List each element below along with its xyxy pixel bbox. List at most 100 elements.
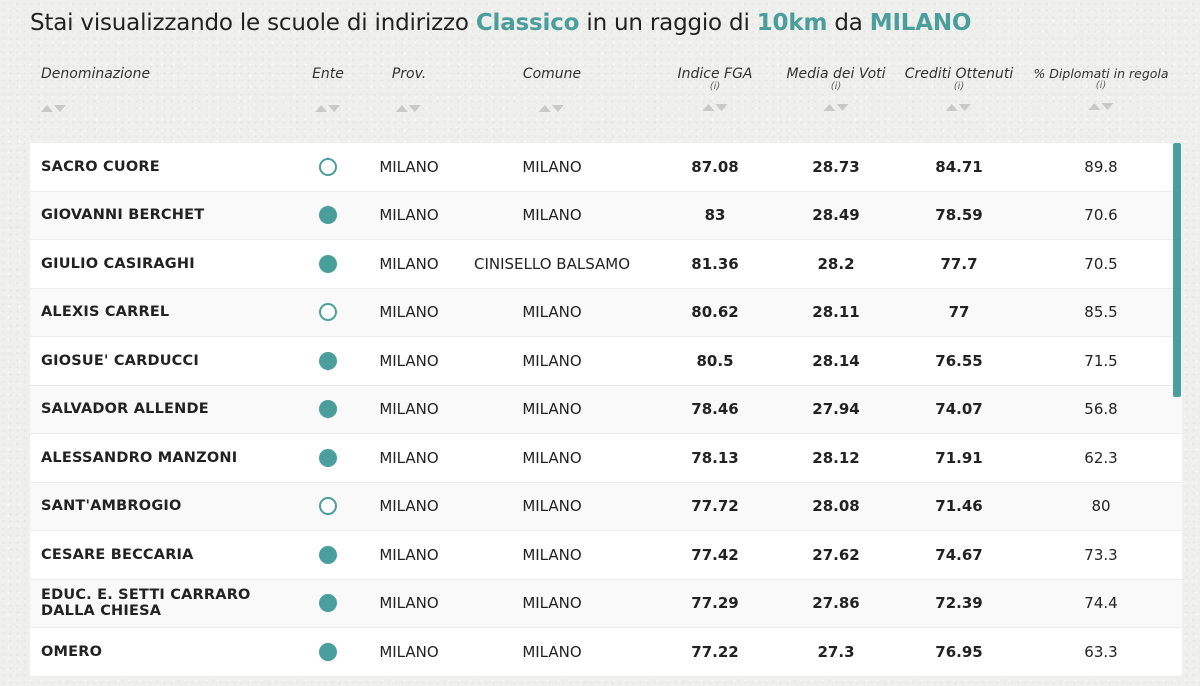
- indice-cell: 78.13: [691, 448, 739, 467]
- sort-up-icon[interactable]: [702, 104, 714, 111]
- col-ente-label: Ente: [312, 66, 344, 82]
- media-cell: 28.11: [812, 303, 860, 322]
- school-name[interactable]: GIOSUE' CARDUCCI: [41, 352, 199, 369]
- diplomati-cell: 70.5: [1084, 254, 1118, 273]
- table-row[interactable]: GIOVANNI BERCHET MILANO MILANO 83 28.49 78.59…: [30, 191, 1182, 240]
- school-name[interactable]: ALESSANDRO MANZONI: [41, 449, 238, 466]
- sort-denominazione[interactable]: [41, 100, 150, 112]
- media-cell: 28.14: [812, 351, 860, 370]
- col-prov[interactable]: Prov.: [392, 66, 426, 112]
- ente-filled-icon: [319, 594, 337, 613]
- sort-diplomati[interactable]: [1033, 98, 1168, 110]
- sort-up-icon[interactable]: [1087, 103, 1100, 110]
- col-comune[interactable]: Comune: [523, 66, 581, 112]
- scrollbar[interactable]: [1173, 143, 1181, 397]
- comune-cell: MILANO: [522, 594, 582, 613]
- diplomati-cell: 63.3: [1084, 642, 1118, 661]
- sort-ente[interactable]: [312, 100, 344, 112]
- diplomati-cell: 62.3: [1084, 448, 1118, 467]
- col-crediti[interactable]: Crediti Ottenuti (i): [904, 66, 1014, 111]
- school-name[interactable]: GIULIO CASIRAGHI: [41, 255, 195, 272]
- table-row[interactable]: SANT'AMBROGIO MILANO MILANO 77.72 28.08 71.46…: [30, 482, 1182, 531]
- sort-crediti[interactable]: [905, 99, 1014, 111]
- sort-indice[interactable]: [677, 99, 752, 111]
- comune-cell: MILANO: [522, 157, 582, 176]
- ente-cell: [319, 289, 337, 337]
- col-media[interactable]: Media dei Voti (i): [786, 66, 886, 111]
- table-row[interactable]: SACRO CUORE MILANO MILANO 87.08 28.73 84.71 89…: [30, 143, 1182, 192]
- sort-down-icon[interactable]: [835, 104, 848, 111]
- sort-down-icon[interactable]: [327, 105, 340, 112]
- ente-cell: [319, 337, 337, 385]
- col-ente[interactable]: Ente: [312, 66, 344, 112]
- sort-up-icon[interactable]: [539, 105, 551, 112]
- indice-cell: 77.29: [691, 594, 739, 613]
- sort-down-icon[interactable]: [959, 104, 971, 111]
- sort-prov[interactable]: [392, 100, 426, 112]
- table-row[interactable]: ALESSANDRO MANZONI MILANO MILANO 78.13 28.12…: [30, 434, 1182, 483]
- title-indirizzo: Classico: [475, 10, 580, 36]
- table-row[interactable]: EDUC. E. SETTI CARRARO DALLA CHIESA MILAN…: [30, 579, 1182, 628]
- school-name[interactable]: EDUC. E. SETTI CARRARO DALLA CHIESA: [41, 587, 251, 620]
- info-icon[interactable]: (i): [953, 81, 965, 92]
- title-mid: in un raggio di: [579, 10, 757, 36]
- sort-down-icon[interactable]: [408, 105, 421, 112]
- school-name[interactable]: ALEXIS CARREL: [41, 304, 170, 321]
- media-cell: 28.73: [812, 157, 860, 176]
- table-row[interactable]: GIULIO CASIRAGHI MILANO CINISELLO BALSAMO 8…: [30, 240, 1182, 289]
- sort-down-icon[interactable]: [715, 104, 727, 111]
- ente-cell: [319, 143, 337, 191]
- school-name[interactable]: GIOVANNI BERCHET: [41, 207, 205, 224]
- info-icon[interactable]: (i): [709, 81, 721, 92]
- diplomati-cell: 56.8: [1084, 400, 1118, 419]
- ente-cell: [319, 483, 337, 531]
- prov-cell: MILANO: [379, 545, 439, 564]
- ente-filled-icon: [319, 206, 337, 225]
- table-row[interactable]: SALVADOR ALLENDE MILANO MILANO 78.46 27.94 74…: [30, 385, 1182, 434]
- col-crediti-label: Crediti Ottenuti: [904, 66, 1014, 82]
- prov-cell: MILANO: [379, 448, 439, 467]
- indice-cell: 77.22: [691, 642, 739, 661]
- sort-down-icon[interactable]: [54, 105, 66, 112]
- sort-down-icon[interactable]: [552, 105, 564, 112]
- sort-up-icon[interactable]: [822, 104, 835, 111]
- col-indice-label: Indice FGA: [677, 66, 753, 82]
- comune-cell: MILANO: [522, 545, 582, 564]
- prov-cell: MILANO: [379, 642, 439, 661]
- ente-cell: [319, 192, 337, 240]
- indice-cell: 87.08: [691, 157, 739, 176]
- ente-empty-icon: [319, 303, 337, 322]
- crediti-cell: 71.91: [935, 448, 983, 467]
- indice-cell: 78.46: [691, 400, 739, 419]
- school-name[interactable]: OMERO: [41, 643, 103, 660]
- ente-cell: [319, 580, 337, 628]
- school-name[interactable]: SACRO CUORE: [41, 158, 160, 175]
- crediti-cell: 78.59: [935, 206, 983, 225]
- col-denominazione[interactable]: Denominazione: [41, 66, 150, 112]
- school-name[interactable]: SANT'AMBROGIO: [41, 498, 182, 515]
- sort-media[interactable]: [786, 99, 885, 111]
- media-cell: 28.2: [817, 254, 855, 273]
- col-media-label: Media dei Voti: [786, 66, 886, 82]
- table-row[interactable]: GIOSUE' CARDUCCI MILANO MILANO 80.5 28.14 76.…: [30, 337, 1182, 386]
- diplomati-cell: 70.6: [1084, 206, 1118, 225]
- col-indice[interactable]: Indice FGA (i): [677, 66, 753, 111]
- table-row[interactable]: OMERO MILANO MILANO 77.22 27.3 76.95 63.3: [30, 628, 1182, 677]
- crediti-cell: 72.39: [935, 594, 983, 613]
- ente-cell: [319, 240, 337, 288]
- info-icon[interactable]: (i): [1095, 80, 1107, 91]
- media-cell: 27.3: [817, 642, 855, 661]
- sort-up-icon[interactable]: [395, 105, 408, 112]
- school-name[interactable]: SALVADOR ALLENDE: [41, 401, 209, 418]
- sort-comune[interactable]: [523, 100, 581, 112]
- sort-up-icon[interactable]: [946, 104, 958, 111]
- table-row[interactable]: CESARE BECCARIA MILANO MILANO 77.42 27.62 74.…: [30, 531, 1182, 580]
- sort-up-icon[interactable]: [314, 105, 327, 112]
- school-name[interactable]: CESARE BECCARIA: [41, 546, 194, 563]
- info-icon[interactable]: (i): [830, 81, 842, 92]
- table-row[interactable]: ALEXIS CARREL MILANO MILANO 80.62 28.11 77 85.…: [30, 288, 1182, 337]
- sort-down-icon[interactable]: [1100, 103, 1113, 110]
- sort-up-icon[interactable]: [41, 105, 53, 112]
- media-cell: 28.08: [812, 497, 860, 516]
- col-diplomati[interactable]: % Diplomati in regola (i): [1033, 66, 1169, 110]
